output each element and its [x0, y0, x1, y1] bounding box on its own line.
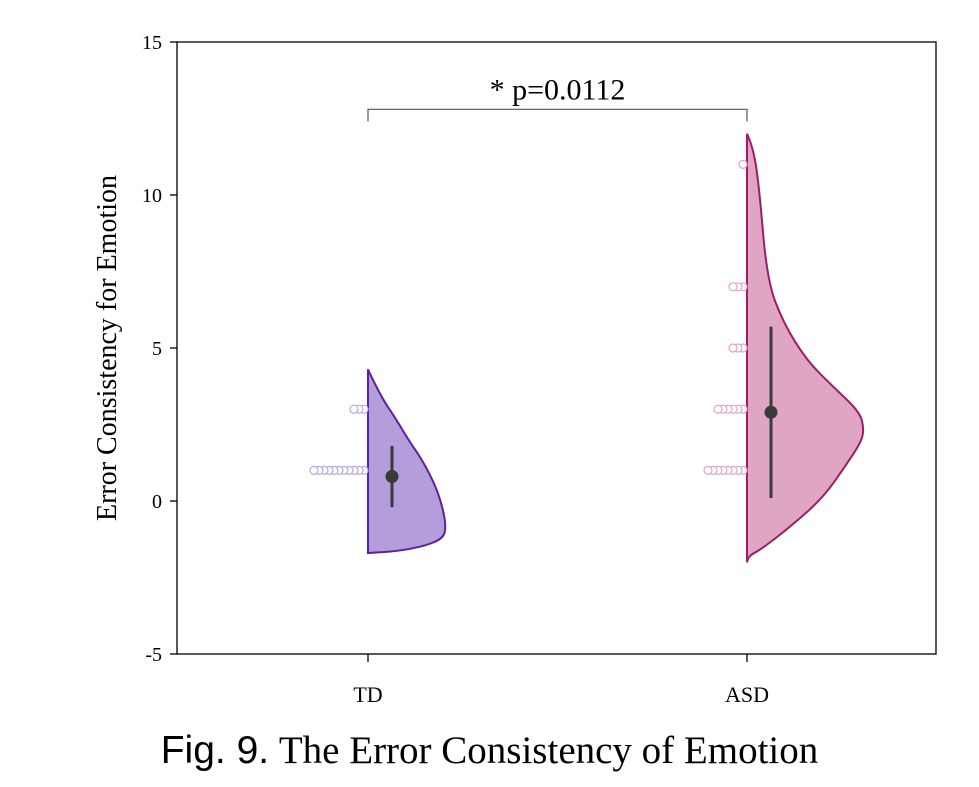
data-point [713, 404, 723, 414]
violin-chart: -5 0 5 10 15 TD ASD * p=0.0112 Error Consiste… [92, 32, 937, 707]
data-point [703, 465, 713, 475]
data-point [728, 343, 738, 353]
plot-frame [176, 41, 937, 655]
violin-td [367, 368, 447, 555]
violin-layer [367, 133, 865, 563]
data-point [309, 465, 319, 475]
summary-layer [385, 326, 778, 508]
significance-label: * p=0.0112 [490, 73, 626, 106]
y-tick-label: 15 [142, 32, 162, 54]
y-tick-label: 0 [152, 491, 162, 513]
figure-caption: Fig. 9. The Error Consistency of Emotion [0, 728, 979, 773]
y-axis: -5 0 5 10 15 [142, 32, 177, 666]
y-tick-label: 5 [152, 338, 162, 360]
caption-figure-number: Fig. 9. [160, 729, 270, 772]
y-tick-label: -5 [145, 644, 162, 666]
y-tick-label: 10 [142, 185, 162, 207]
mean-point [764, 405, 778, 419]
data-point [738, 159, 748, 169]
data-point [728, 282, 738, 292]
violin-asd [746, 133, 865, 563]
mean-point [385, 470, 399, 484]
x-tick-label: TD [353, 682, 382, 707]
caption-text: The Error Consistency of Emotion [278, 729, 819, 772]
x-axis: TD ASD [353, 654, 769, 707]
x-tick-label: ASD [725, 682, 769, 707]
significance-bracket [367, 108, 748, 122]
y-axis-label: Error Consistency for Emotion [92, 175, 123, 521]
data-point [349, 404, 359, 414]
points-layer [309, 159, 748, 475]
significance-annotation: * p=0.0112 [367, 73, 748, 122]
